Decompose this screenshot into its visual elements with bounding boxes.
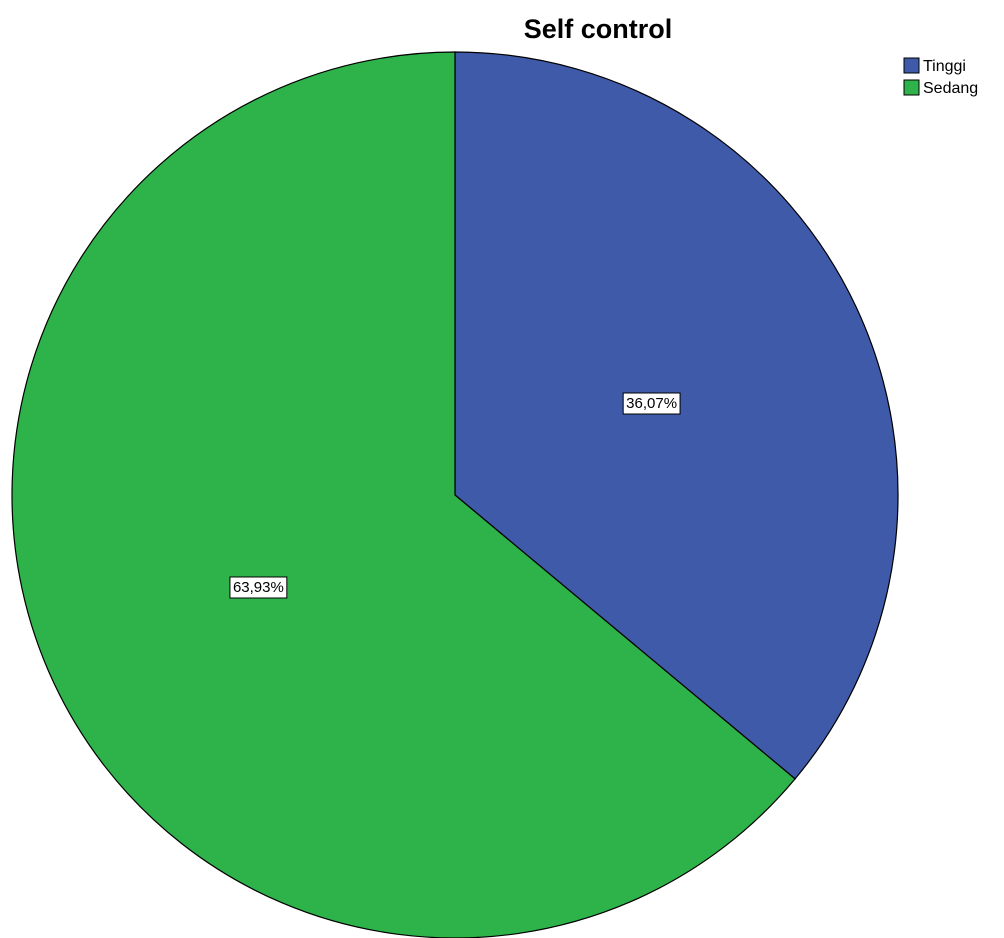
slice-label-text: 36,07%: [626, 395, 677, 412]
legend-swatch: [903, 57, 920, 74]
slice-label-sedang: 63,93%: [229, 576, 288, 599]
pie-slice-tinggi: [454, 51, 899, 780]
chart-title: Self control: [524, 14, 673, 44]
legend-label: Sedang: [923, 80, 978, 97]
pie-slices: [11, 51, 899, 938]
legend-item-sedang: Sedang: [903, 79, 978, 97]
slice-label-box: [622, 392, 681, 415]
legend-item-tinggi: Tinggi: [903, 57, 966, 75]
legend: Tinggi Sedang: [903, 57, 978, 97]
slice-label-box: [229, 576, 288, 599]
legend-swatch: [903, 79, 920, 96]
slice-label-tinggi: 36,07%: [622, 392, 681, 415]
slice-label-text: 63,93%: [233, 579, 284, 596]
pie-slice-labels: 36,07% 63,93%: [229, 392, 681, 599]
legend-label: Tinggi: [923, 58, 966, 75]
pie-slice-sedang: [11, 51, 796, 938]
